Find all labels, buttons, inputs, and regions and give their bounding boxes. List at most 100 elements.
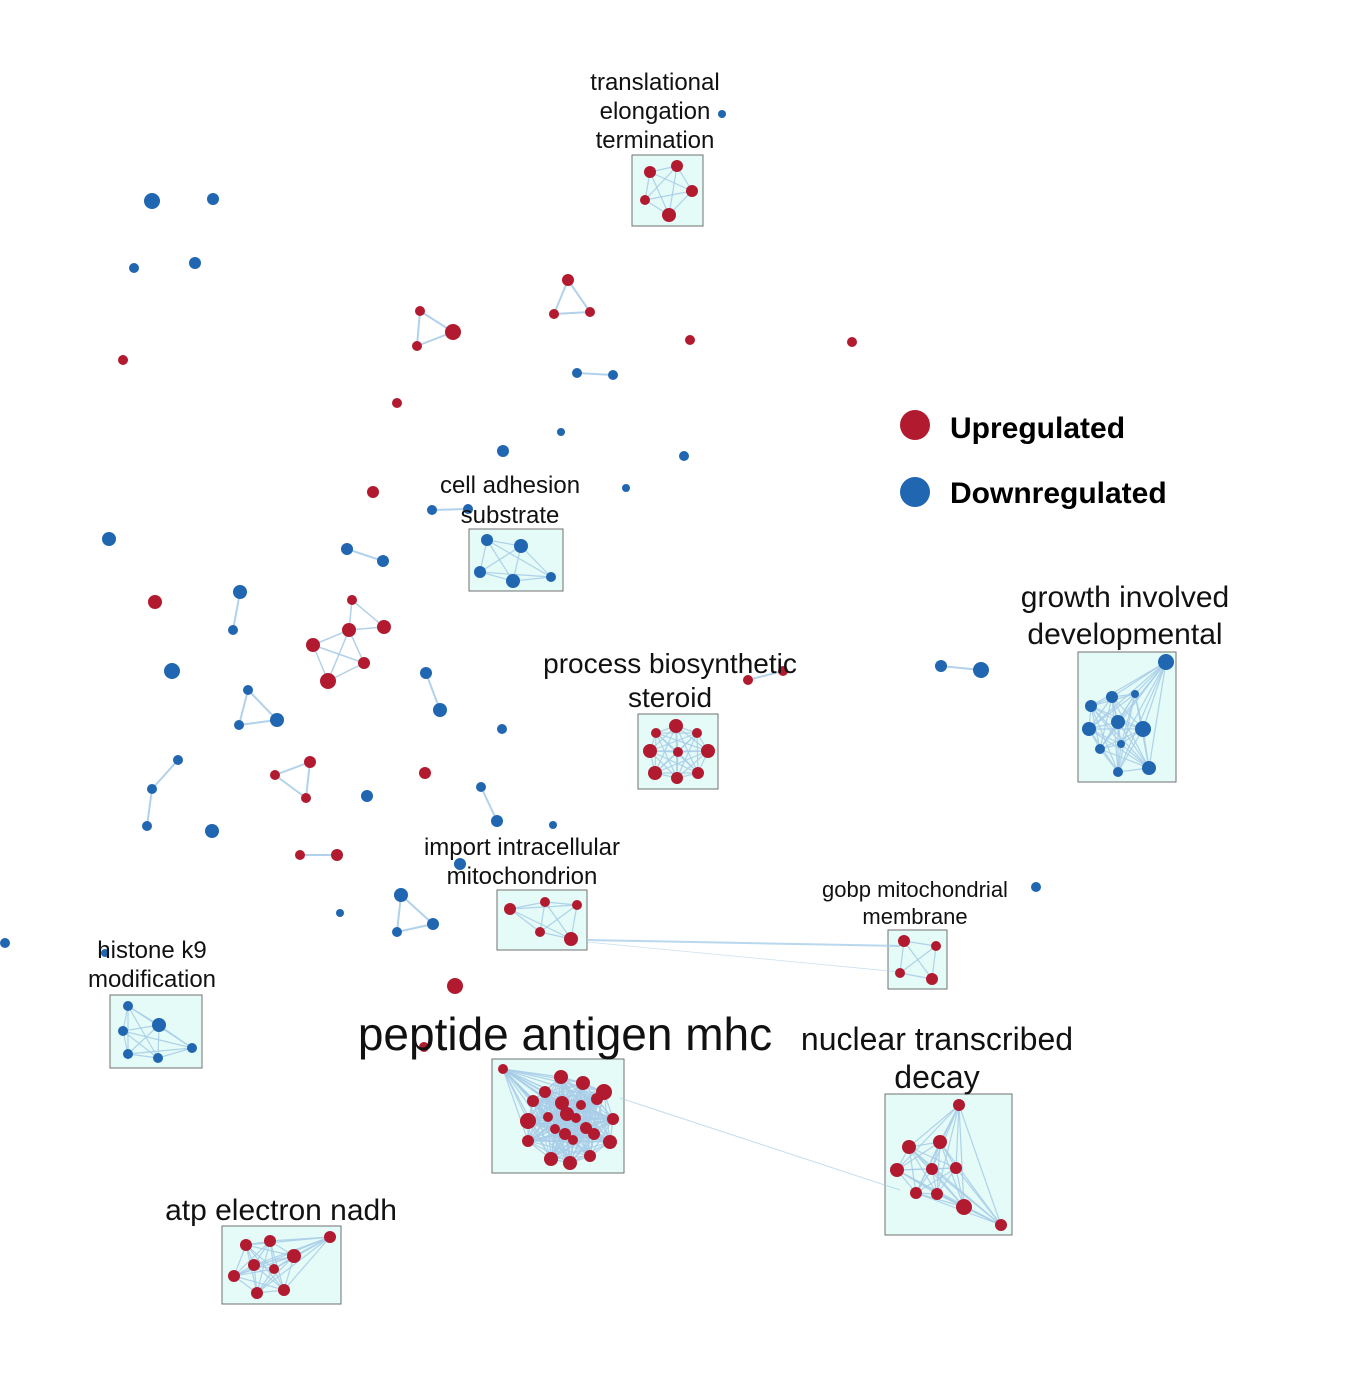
network-edge bbox=[908, 1146, 957, 1169]
upregulated-node bbox=[445, 324, 461, 340]
upregulated-node bbox=[902, 1140, 916, 1154]
upregulated-node bbox=[607, 1113, 619, 1125]
network-edge bbox=[915, 1167, 957, 1194]
downregulated-node bbox=[228, 625, 238, 635]
upregulated-node bbox=[950, 1162, 962, 1174]
network-edge bbox=[939, 1141, 965, 1208]
downregulated-node bbox=[1085, 700, 1097, 712]
legend: Upregulated Downregulated bbox=[900, 410, 1167, 510]
upregulated-node bbox=[692, 767, 704, 779]
downregulated-node bbox=[679, 451, 689, 461]
network-edge bbox=[1088, 728, 1150, 769]
network-edge bbox=[532, 1091, 605, 1102]
downregulated-node bbox=[0, 938, 10, 948]
network-edge bbox=[547, 1116, 552, 1160]
downregulated-node bbox=[1117, 740, 1125, 748]
network-edge bbox=[233, 1275, 285, 1291]
network-edge bbox=[696, 732, 699, 774]
upregulated-node bbox=[540, 897, 550, 907]
network-edge bbox=[245, 1244, 295, 1257]
downregulated-node bbox=[1142, 761, 1156, 775]
network-edge bbox=[644, 190, 693, 201]
upregulated-node bbox=[520, 1113, 536, 1129]
downregulated-node bbox=[118, 1026, 128, 1036]
legend-down-marker bbox=[900, 477, 930, 507]
cluster-label-line: growth involved bbox=[1021, 581, 1229, 614]
network-edge bbox=[532, 1100, 552, 1160]
upregulated-node bbox=[568, 1135, 578, 1145]
downregulated-node bbox=[233, 585, 247, 599]
upregulated-node bbox=[933, 1135, 947, 1149]
network-edge bbox=[649, 171, 670, 216]
network-edge bbox=[586, 939, 901, 947]
cluster-label-peptide: peptide antigen mhc bbox=[358, 1008, 772, 1060]
network-edge bbox=[127, 1053, 159, 1059]
upregulated-node bbox=[287, 1249, 301, 1263]
cluster-label-steroid: process biosynthetic steroid bbox=[543, 648, 797, 713]
upregulated-node bbox=[367, 486, 379, 498]
cluster-label-line: gobp mitochondrial bbox=[822, 877, 1008, 902]
downregulated-node bbox=[152, 1018, 166, 1032]
upregulated-node bbox=[377, 620, 391, 634]
cluster-labels: translational elongation termination cell a… bbox=[88, 69, 1229, 1227]
network-edge bbox=[896, 1104, 960, 1171]
network-edge bbox=[544, 901, 572, 940]
network-edge bbox=[575, 1117, 614, 1120]
upregulated-node bbox=[498, 1064, 508, 1074]
downregulated-node bbox=[557, 428, 565, 436]
cluster-label-line: steroid bbox=[628, 682, 712, 713]
downregulated-node bbox=[336, 909, 344, 917]
downregulated-node bbox=[129, 263, 139, 273]
downregulated-node bbox=[187, 1043, 197, 1053]
network-edge bbox=[509, 908, 572, 940]
downregulated-node bbox=[1031, 882, 1041, 892]
network-edge bbox=[1111, 696, 1119, 773]
upregulated-node bbox=[562, 274, 574, 286]
network-edge bbox=[896, 1169, 1002, 1226]
upregulated-node bbox=[576, 1076, 590, 1090]
network-edge bbox=[346, 548, 384, 562]
legend-down-label: Downregulated bbox=[950, 477, 1167, 510]
network-edge bbox=[1148, 661, 1167, 769]
downregulated-node bbox=[101, 949, 109, 957]
cluster-label-line: peptide antigen mhc bbox=[358, 1008, 772, 1060]
upregulated-node bbox=[743, 675, 753, 685]
upregulated-node bbox=[643, 744, 657, 758]
downregulated-node bbox=[205, 824, 219, 838]
upregulated-node bbox=[324, 1231, 336, 1243]
cluster-label-line: substrate bbox=[461, 502, 560, 529]
cluster-label-line: cell adhesion bbox=[440, 472, 580, 499]
upregulated-node bbox=[847, 337, 857, 347]
network-edge bbox=[958, 1104, 1002, 1226]
network-edge bbox=[654, 725, 677, 774]
network-edge bbox=[676, 732, 698, 779]
network-edge bbox=[233, 1268, 275, 1277]
upregulated-node bbox=[559, 1128, 571, 1140]
upregulated-node bbox=[347, 595, 357, 605]
downregulated-node bbox=[718, 110, 726, 118]
cluster-label-gobp: gobp mitochondrial membrane bbox=[822, 877, 1008, 929]
network-edge bbox=[1090, 661, 1167, 707]
upregulated-node bbox=[692, 728, 702, 738]
upregulated-node bbox=[522, 1135, 534, 1147]
network-edge bbox=[544, 1091, 598, 1100]
network-edge bbox=[915, 1192, 965, 1208]
upregulated-node bbox=[640, 195, 650, 205]
downregulated-node bbox=[454, 858, 466, 870]
upregulated-node bbox=[953, 1099, 965, 1111]
upregulated-node bbox=[554, 1070, 568, 1084]
upregulated-node bbox=[890, 1163, 904, 1177]
network-edge bbox=[550, 1133, 595, 1160]
downregulated-node bbox=[164, 663, 180, 679]
cluster-label-atp: atp electron nadh bbox=[165, 1194, 397, 1227]
cluster-label-line: modification bbox=[88, 966, 216, 993]
network-edge bbox=[157, 1047, 193, 1059]
upregulated-node bbox=[544, 1152, 558, 1166]
upregulated-node bbox=[571, 1113, 581, 1123]
upregulated-node bbox=[304, 756, 316, 768]
downregulated-node bbox=[514, 539, 528, 553]
downregulated-node bbox=[270, 713, 284, 727]
upregulated-node bbox=[415, 306, 425, 316]
network-edge bbox=[479, 545, 522, 573]
legend-up-label: Upregulated bbox=[950, 412, 1125, 445]
